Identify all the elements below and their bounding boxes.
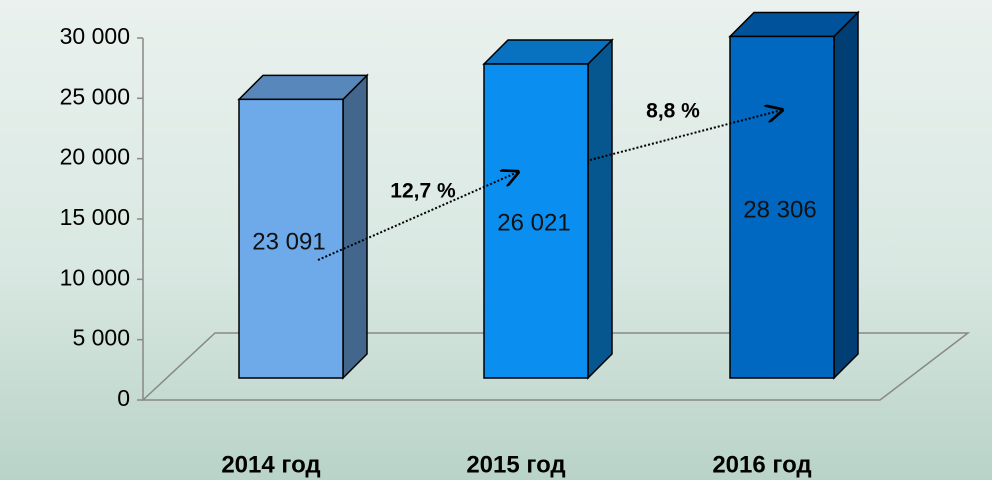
y-tick-label: 0: [117, 385, 130, 411]
annotation: 8,8 %: [646, 100, 700, 123]
value-label: 28 306: [743, 196, 816, 223]
y-tick-label: 25 000: [60, 83, 130, 109]
x-tick-label: 2015 год: [466, 451, 565, 478]
bar-side: [587, 38, 613, 380]
value-label: 23 091: [252, 228, 325, 255]
y-tick-label: 10 000: [60, 264, 130, 290]
bar: [483, 63, 589, 379]
x-tick-label: 2016 год: [712, 451, 811, 478]
y-tick-label: 15 000: [60, 204, 130, 230]
x-tick-label: 2014 год: [221, 451, 320, 478]
bar-side: [833, 10, 859, 380]
bar: [238, 98, 344, 379]
growth-arrow: [317, 172, 518, 261]
y-tick-label: 5 000: [72, 325, 130, 351]
growth-arrow: [589, 110, 782, 161]
y-tick-label: 30 000: [60, 23, 130, 49]
y-tick-label: 20 000: [60, 144, 130, 170]
value-label: 26 021: [497, 209, 570, 236]
floor: [141, 332, 971, 401]
annotation: 12,7 %: [390, 180, 456, 203]
bar-side: [342, 73, 368, 380]
bar: [729, 35, 835, 379]
